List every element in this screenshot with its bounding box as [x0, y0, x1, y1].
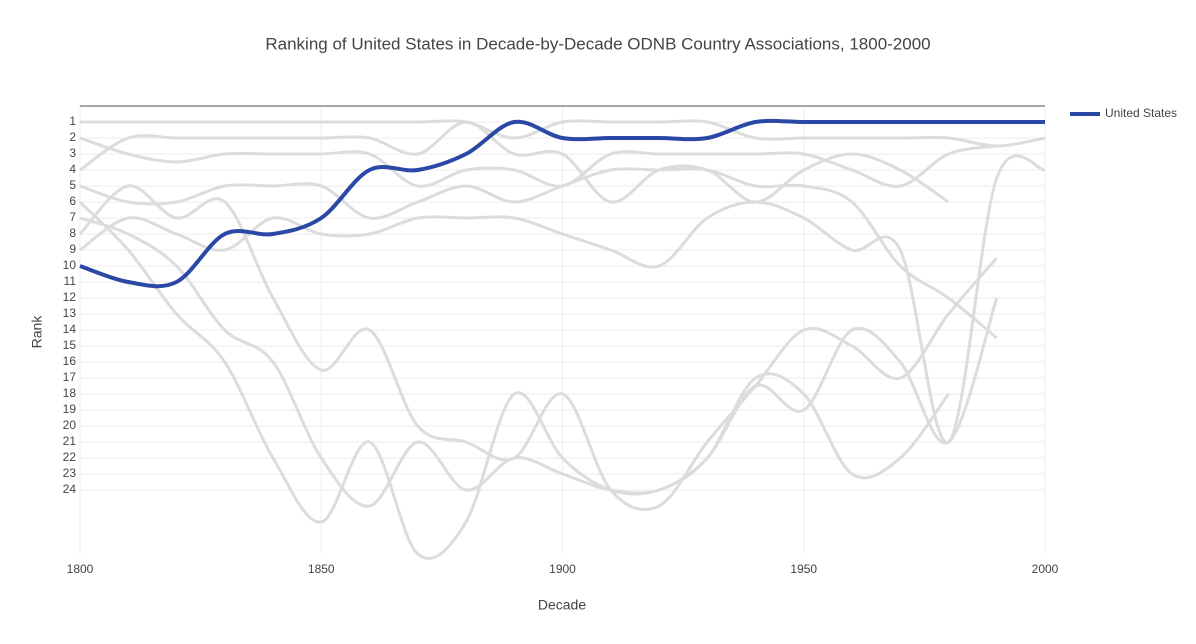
y-tick-label: 13: [63, 306, 77, 320]
y-tick-label: 3: [69, 146, 76, 160]
y-axis-label: Rank: [29, 315, 45, 349]
x-tick-label: 1950: [790, 562, 817, 576]
y-tick-label: 6: [69, 194, 76, 208]
series-line: [79, 136, 997, 188]
y-tick-label: 5: [69, 178, 76, 192]
y-tick-label: 20: [63, 418, 77, 432]
series-line: [78, 200, 950, 560]
y-tick-label: 24: [63, 482, 77, 496]
y-tick-label: 12: [63, 290, 77, 304]
series-line: [80, 119, 1046, 148]
y-tick-label: 16: [63, 354, 77, 368]
y-tick-label: 2: [69, 130, 76, 144]
y-tick-label: 17: [63, 370, 77, 384]
x-tick-label: 2000: [1032, 562, 1059, 576]
y-tick-label: 9: [69, 242, 76, 256]
series-line: [78, 184, 998, 511]
y-tick-label: 10: [63, 258, 77, 272]
y-tick-label: 18: [63, 386, 77, 400]
chart-title: Ranking of United States in Decade-by-De…: [265, 34, 930, 53]
legend-label: United States: [1105, 106, 1177, 120]
series-line: [79, 118, 1045, 289]
y-tick-label: 22: [63, 450, 77, 464]
y-tick-label: 8: [69, 226, 76, 240]
series-line: [79, 167, 998, 340]
x-tick-label: 1800: [67, 562, 94, 576]
x-tick-label: 1850: [308, 562, 335, 576]
x-tick-label: 1900: [549, 562, 576, 576]
y-tick-label: 19: [63, 402, 77, 416]
x-axis-label: Decade: [538, 597, 586, 613]
y-tick-label: 23: [63, 466, 77, 480]
y-tick-label: 15: [63, 338, 77, 352]
y-tick-label: 11: [64, 274, 77, 288]
series-line: [79, 216, 999, 508]
y-tick-label: 14: [63, 322, 77, 336]
y-tick-label: 1: [69, 114, 76, 128]
series-line: [79, 154, 1046, 444]
y-tick-label: 21: [63, 434, 77, 448]
y-tick-label: 4: [69, 162, 76, 176]
series-line: [79, 120, 950, 204]
y-tick-label: 7: [69, 210, 76, 224]
